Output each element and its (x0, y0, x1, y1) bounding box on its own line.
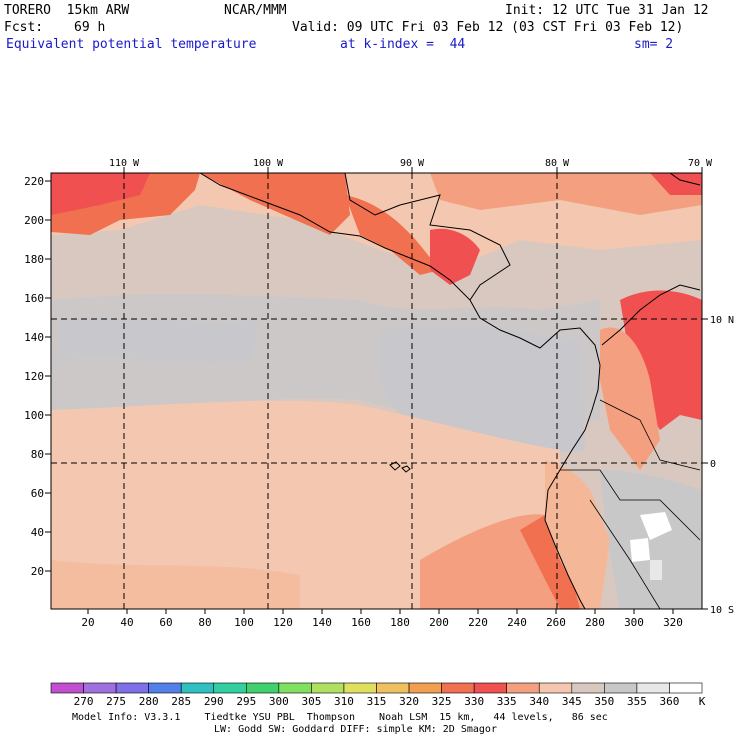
forecast-label: Fcst: (4, 20, 44, 35)
color-bar-swatch (669, 682, 703, 694)
color-bar-label: 275 (106, 695, 126, 708)
latitude-labels: 10 N 0 10 S (710, 315, 734, 616)
color-bar-label: 345 (562, 695, 582, 708)
temperature-field (51, 173, 702, 609)
x-tick: 100 (234, 616, 254, 629)
valid-time: Valid: 09 UTC Fri 03 Feb 12 (03 CST Fri … (292, 20, 684, 35)
plot-frame (45, 167, 708, 614)
color-bar-swatch (115, 682, 149, 694)
color-bar-label: 280 (139, 695, 159, 708)
color-bar-swatch (473, 682, 507, 694)
y-tick: 200 (24, 214, 44, 227)
color-bar-swatch (441, 682, 475, 694)
color-bar-swatch (311, 682, 345, 694)
y-tick: 140 (24, 331, 44, 344)
x-tick: 120 (273, 616, 293, 629)
color-bar-label: 325 (432, 695, 452, 708)
color-bar-label: 315 (367, 695, 387, 708)
smoothing: sm= 2 (634, 37, 674, 52)
x-tick: 40 (120, 616, 133, 629)
y-tick: 80 (31, 448, 44, 461)
color-bar-label: 295 (236, 695, 256, 708)
color-bar-label: 270 (74, 695, 94, 708)
organization: NCAR/MMM (224, 3, 287, 18)
x-tick: 280 (585, 616, 605, 629)
color-bar-swatch (376, 682, 410, 694)
vertical-level: at k-index = 44 (340, 37, 466, 52)
field-name: Equivalent potential temperature (6, 37, 257, 52)
color-bar-swatch (506, 682, 540, 694)
color-bar-labels: 270 275 280 285 290 295 300 305 310 315 320 325 330 3… (74, 695, 680, 708)
x-tick: 180 (390, 616, 410, 629)
x-tick: 20 (81, 616, 94, 629)
lon-label: 70 W (688, 158, 713, 169)
y-index-labels: 220 200 180 160 140 120 100 80 60 40 20 (24, 175, 44, 578)
forecast-hour: 69 h (74, 20, 106, 35)
longitude-labels: 110 W 100 W 90 W 80 W 70 W (109, 158, 713, 169)
color-bar-unit: K (699, 695, 706, 708)
x-tick: 260 (546, 616, 566, 629)
physics-info: LW: Godd SW: Goddard DIFF: simple KM: 2D… (214, 724, 497, 735)
y-tick: 160 (24, 292, 44, 305)
color-bar-label: 330 (464, 695, 484, 708)
color-bar-label: 335 (497, 695, 517, 708)
x-tick: 200 (429, 616, 449, 629)
lon-label: 80 W (545, 158, 570, 169)
lat-label: 10 N (710, 315, 734, 326)
x-tick: 320 (663, 616, 683, 629)
lon-label: 110 W (109, 158, 140, 169)
color-bar-swatch (636, 682, 670, 694)
color-bar-label: 320 (399, 695, 419, 708)
color-bar-label: 285 (171, 695, 191, 708)
color-bar-swatch (213, 682, 247, 694)
color-bar-swatch (83, 682, 117, 694)
color-bar-swatch (50, 682, 84, 694)
model-info: Model Info: V3.3.1 Tiedtke YSU PBL Thomp… (72, 712, 608, 723)
x-tick: 240 (507, 616, 527, 629)
x-tick: 60 (159, 616, 172, 629)
lat-lon-grid (51, 173, 702, 609)
color-bar-label: 300 (269, 695, 289, 708)
y-tick: 20 (31, 565, 44, 578)
y-tick: 100 (24, 409, 44, 422)
x-tick: 80 (198, 616, 211, 629)
color-bar-swatch (246, 682, 280, 694)
lat-label: 0 (710, 459, 716, 470)
color-bar-swatch (571, 682, 605, 694)
color-bar (50, 682, 703, 694)
model-title: TORERO 15km ARW (4, 3, 130, 18)
x-tick: 300 (624, 616, 644, 629)
color-bar-swatch (148, 682, 182, 694)
color-bar-swatch (408, 682, 442, 694)
lon-label: 90 W (400, 158, 425, 169)
x-index-labels: 20 40 60 80 100 120 140 160 180 200 220 … (81, 616, 683, 629)
x-tick: 220 (468, 616, 488, 629)
color-bar-label: 360 (660, 695, 680, 708)
y-tick: 40 (31, 526, 44, 539)
y-tick: 60 (31, 487, 44, 500)
lon-label: 100 W (253, 158, 284, 169)
color-bar-swatch (278, 682, 312, 694)
color-bar-swatch (604, 682, 638, 694)
color-bar-label: 350 (594, 695, 614, 708)
color-bar-label: 310 (334, 695, 354, 708)
color-bar-label: 290 (204, 695, 224, 708)
lat-label: 10 S (710, 605, 734, 616)
color-bar-swatch (538, 682, 573, 694)
x-tick: 160 (351, 616, 371, 629)
color-bar-swatch (343, 682, 377, 694)
color-bar-swatch (180, 682, 215, 694)
color-bar-label: 305 (301, 695, 321, 708)
y-tick: 180 (24, 253, 44, 266)
coastlines (199, 173, 701, 609)
x-tick: 140 (312, 616, 332, 629)
y-tick: 120 (24, 370, 44, 383)
color-bar-label: 340 (529, 695, 549, 708)
init-time: Init: 12 UTC Tue 31 Jan 12 (505, 3, 709, 18)
y-tick: 220 (24, 175, 44, 188)
color-bar-label: 355 (627, 695, 647, 708)
